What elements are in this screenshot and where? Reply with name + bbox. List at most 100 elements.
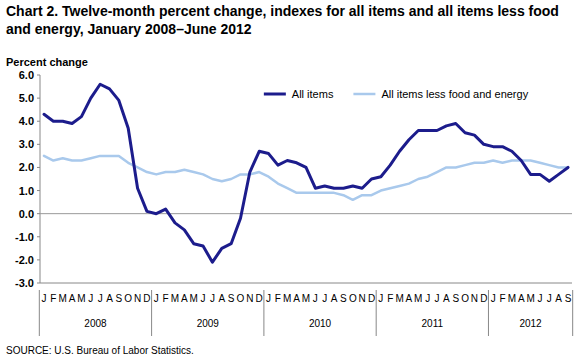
x-tick-label: J	[378, 293, 383, 304]
x-tick-label: S	[116, 293, 123, 304]
y-tick-label: 6.0	[19, 69, 34, 81]
source-note: SOURCE: U.S. Bureau of Labor Statistics.	[6, 345, 194, 356]
y-tick-label: 2.0	[19, 161, 34, 173]
x-tick-label: M	[171, 293, 179, 304]
group-separator	[488, 290, 489, 336]
legend-swatch	[353, 93, 375, 96]
x-tick-label: J	[491, 293, 496, 304]
x-tick-label: A	[331, 293, 338, 304]
legend: All items All items less food and energy	[264, 88, 529, 100]
x-tick-label: N	[246, 293, 253, 304]
x-tick-label: D	[368, 293, 375, 304]
x-tick-label: J	[322, 293, 327, 304]
x-tick-label: N	[471, 293, 478, 304]
y-tick	[37, 213, 40, 214]
plot-area	[44, 84, 568, 262]
y-tick	[37, 121, 40, 122]
series-line	[44, 84, 568, 262]
x-tick-label: S	[228, 293, 235, 304]
x-tick-label: J	[313, 293, 318, 304]
x-group-label: 2011	[422, 318, 444, 329]
y-tick-label: -2.0	[15, 254, 34, 266]
x-tick-label: A	[69, 293, 76, 304]
y-tick	[37, 98, 40, 99]
x-tick-label: A	[555, 293, 562, 304]
group-separator	[376, 290, 377, 336]
x-tick-label: F	[499, 293, 505, 304]
x-tick-label: A	[293, 293, 300, 304]
x-tick-label: M	[414, 293, 422, 304]
x-tick-label: M	[508, 293, 516, 304]
x-group-label: 2008	[84, 318, 107, 329]
x-tick-label: M	[395, 293, 403, 304]
x-group-label: 2010	[309, 318, 332, 329]
y-tick-label: 5.0	[19, 92, 34, 104]
x-tick-label: J	[88, 293, 93, 304]
x-tick-label: A	[106, 293, 113, 304]
y-axis-label: Percent change	[6, 56, 88, 68]
x-tick-label: M	[59, 293, 67, 304]
group-separator	[572, 290, 573, 336]
x-tick-label: J	[435, 293, 440, 304]
y-tick-label: -3.0	[15, 277, 34, 289]
x-group-label: 2009	[197, 318, 220, 329]
x-tick-label: J	[154, 293, 159, 304]
x-tick-label: A	[443, 293, 450, 304]
x-tick-label: J	[547, 293, 552, 304]
x-tick-label: M	[77, 293, 85, 304]
x-tick-label: A	[406, 293, 413, 304]
x-tick-label: N	[359, 293, 366, 304]
x-tick-label: D	[143, 293, 150, 304]
group-separator	[151, 290, 152, 336]
x-tick-label: J	[98, 293, 103, 304]
y-tick	[37, 75, 40, 76]
x-tick-label: S	[340, 293, 347, 304]
x-tick-label: F	[387, 293, 393, 304]
x-tick-label: F	[50, 293, 56, 304]
x-tick-label: F	[163, 293, 169, 304]
legend-label: All items less food and energy	[381, 88, 528, 100]
zero-line	[40, 213, 572, 214]
y-tick-label: 4.0	[19, 115, 34, 127]
y-tick-label: 1.0	[19, 185, 34, 197]
legend-label: All items	[292, 88, 334, 100]
y-tick-label: -1.0	[15, 231, 34, 243]
series-line	[44, 156, 568, 200]
group-separator	[263, 290, 264, 336]
y-tick	[37, 144, 40, 145]
legend-swatch	[264, 93, 286, 96]
x-tick-label: A	[518, 293, 525, 304]
x-tick-label: S	[452, 293, 459, 304]
y-tick	[37, 190, 40, 191]
x-tick-label: O	[349, 293, 357, 304]
x-tick-label: A	[181, 293, 188, 304]
group-separator	[39, 290, 40, 336]
x-tick-label: M	[302, 293, 310, 304]
x-tick-label: D	[480, 293, 487, 304]
x-tick-label: J	[201, 293, 206, 304]
y-tick	[37, 283, 40, 284]
y-tick-label: 3.0	[19, 138, 34, 150]
x-axis-line	[40, 283, 572, 284]
y-axis-line	[40, 75, 41, 283]
x-tick-label: J	[266, 293, 271, 304]
chart-canvas: Percent change -3.0 -2.0 -1.0 0.0 1.0 2.0 3.0 4.…	[0, 0, 580, 360]
x-tick-label: O	[124, 293, 132, 304]
x-tick-label: M	[190, 293, 198, 304]
chart-title: Chart 2. Twelve-month percent change, in…	[6, 2, 566, 38]
x-tick-label: J	[425, 293, 430, 304]
x-tick-label: M	[283, 293, 291, 304]
y-tick	[37, 259, 40, 260]
x-tick-label: S	[565, 293, 572, 304]
x-tick-label: O	[237, 293, 245, 304]
x-tick-label: N	[134, 293, 141, 304]
y-tick-label: 0.0	[19, 208, 34, 220]
x-tick-label: J	[42, 293, 47, 304]
x-tick-label: M	[526, 293, 534, 304]
x-tick-label: J	[210, 293, 215, 304]
x-tick-label: D	[256, 293, 263, 304]
x-tick-label: J	[537, 293, 542, 304]
x-tick-label: O	[461, 293, 469, 304]
x-group-label: 2012	[519, 318, 542, 329]
y-tick	[37, 236, 40, 237]
